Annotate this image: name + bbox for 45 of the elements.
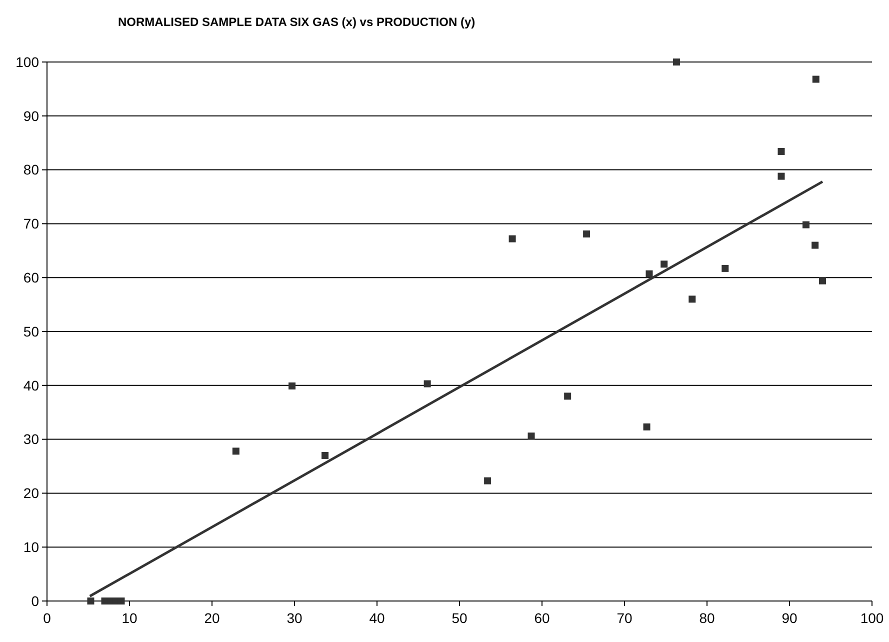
y-tick-label: 70 bbox=[23, 216, 40, 232]
point bbox=[583, 230, 590, 238]
y-tick-label: 40 bbox=[23, 377, 40, 394]
point bbox=[288, 382, 296, 390]
point bbox=[643, 423, 650, 430]
point bbox=[646, 270, 653, 278]
y-tick-label: 90 bbox=[23, 108, 40, 124]
x-tick-label: 80 bbox=[699, 610, 715, 626]
chart-title: NORMALISED SAMPLE DATA SIX GAS (x) vs PRODUCTION (y) bbox=[118, 15, 476, 29]
x-tick-label: 60 bbox=[534, 610, 550, 626]
x-tick-label: 10 bbox=[122, 610, 138, 626]
point bbox=[484, 477, 492, 484]
x-tick-label: 30 bbox=[286, 610, 302, 626]
x-tick-label: 100 bbox=[860, 610, 884, 626]
x-tick-label: 70 bbox=[616, 610, 632, 626]
point bbox=[528, 432, 535, 440]
point bbox=[802, 221, 810, 228]
point bbox=[812, 242, 819, 249]
point bbox=[722, 264, 729, 272]
y-tick-label: 0 bbox=[31, 592, 40, 609]
point bbox=[322, 452, 329, 459]
point bbox=[672, 58, 680, 66]
point bbox=[424, 380, 431, 388]
x-tick-label: 20 bbox=[204, 610, 220, 626]
point bbox=[508, 235, 516, 242]
y-tick-label: 30 bbox=[23, 431, 40, 448]
point bbox=[819, 277, 826, 284]
point bbox=[778, 172, 785, 180]
x-tick-label: 50 bbox=[452, 610, 468, 626]
y-tick-label: 80 bbox=[23, 162, 40, 178]
point bbox=[564, 392, 572, 400]
point bbox=[688, 296, 696, 303]
y-tick-label: 100 bbox=[16, 54, 40, 70]
point bbox=[660, 260, 668, 268]
point bbox=[812, 76, 820, 83]
x-tick-label: 0 bbox=[43, 610, 52, 626]
point bbox=[778, 148, 785, 155]
y-tick-label: 60 bbox=[23, 270, 40, 286]
point bbox=[232, 448, 240, 455]
x-tick-label: 90 bbox=[782, 610, 798, 626]
y-tick-label: 10 bbox=[23, 539, 40, 555]
point bbox=[87, 598, 94, 604]
y-tick-label: 20 bbox=[23, 485, 40, 502]
y-tick-label: 50 bbox=[23, 323, 40, 340]
x-tick-label: 40 bbox=[369, 610, 385, 626]
